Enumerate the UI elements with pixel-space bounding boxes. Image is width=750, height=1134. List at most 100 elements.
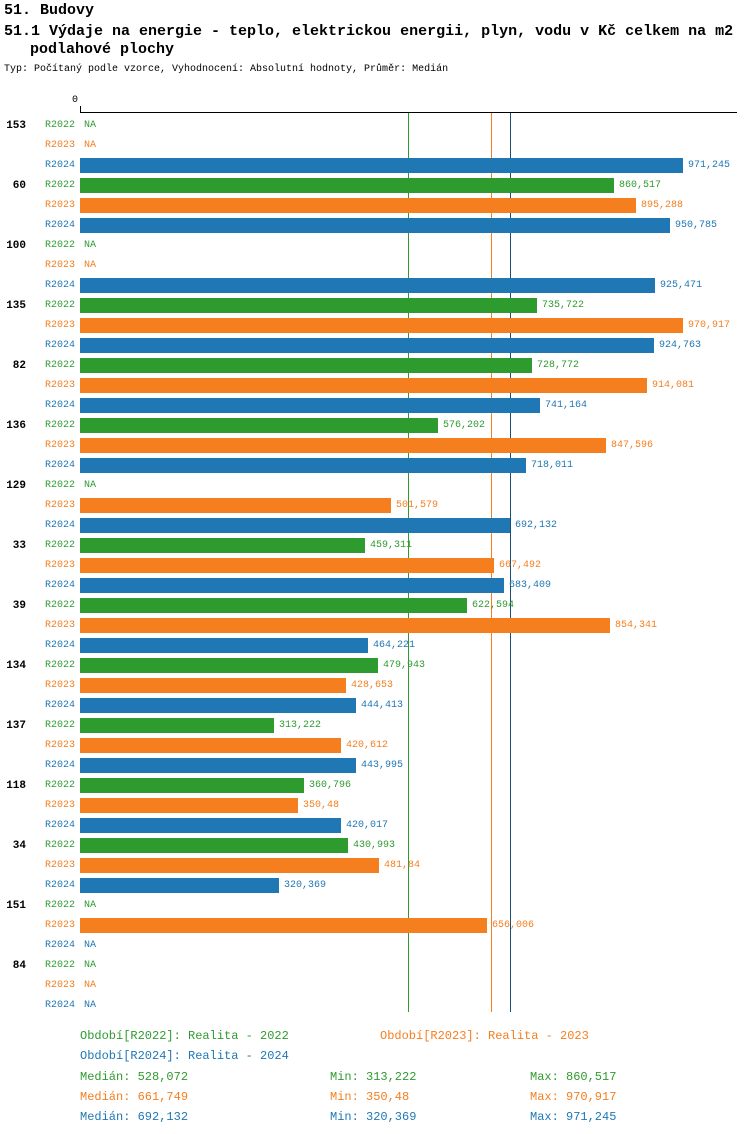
bar-r2024 xyxy=(80,518,510,533)
group-id-label: 118 xyxy=(6,780,26,792)
period-label: R2023 xyxy=(45,320,76,331)
page-subtitle-line1: 51.1 Výdaje na energie - teplo, elektric… xyxy=(4,23,734,40)
period-label: R2022 xyxy=(45,480,76,491)
value-label: 656,006 xyxy=(492,920,535,931)
chart-row: R2024 420,017 xyxy=(0,816,750,836)
stat-median-r2024: Medián: 692,132 xyxy=(80,1110,189,1124)
chart-row: R2023 847,596 xyxy=(0,436,750,456)
period-label: R2024 xyxy=(45,520,76,531)
chart-row: 84 R2022 NA xyxy=(0,956,750,976)
bar-r2023 xyxy=(80,438,606,453)
median-line-r2024 xyxy=(510,113,511,1012)
value-label: 971,245 xyxy=(688,160,731,171)
value-label: 443,995 xyxy=(361,760,404,771)
bar-r2023 xyxy=(80,318,683,333)
group-id-label: 153 xyxy=(6,120,26,132)
chart-row: 82 R2022 728,772 xyxy=(0,356,750,376)
period-label: R2024 xyxy=(45,760,76,771)
bar-r2023 xyxy=(80,378,647,393)
chart-row: R2023 667,492 xyxy=(0,556,750,576)
chart-row: R2024 950,785 xyxy=(0,216,750,236)
period-label: R2022 xyxy=(45,420,76,431)
period-label: R2022 xyxy=(45,180,76,191)
chart-row: R2023 970,917 xyxy=(0,316,750,336)
value-label: 692,132 xyxy=(515,520,558,531)
bar-r2023 xyxy=(80,918,487,933)
period-label: R2024 xyxy=(45,880,76,891)
period-label: R2023 xyxy=(45,620,76,631)
group-id-label: 136 xyxy=(6,420,26,432)
group-id-label: 82 xyxy=(12,360,26,372)
period-label: R2024 xyxy=(45,220,76,231)
period-label: R2022 xyxy=(45,240,76,251)
bar-r2023 xyxy=(80,498,391,513)
legend-item-r2023: Období[R2023]: Realita - 2023 xyxy=(380,1029,589,1043)
value-label: 950,785 xyxy=(675,220,718,231)
group-id-label: 135 xyxy=(6,300,26,312)
value-label: 925,471 xyxy=(660,280,703,291)
group-id-label: 129 xyxy=(6,480,26,492)
period-label: R2023 xyxy=(45,380,76,391)
chart-row: 39 R2022 622,594 xyxy=(0,596,750,616)
bar-r2024 xyxy=(80,818,341,833)
chart-row: 33 R2022 459,311 xyxy=(0,536,750,556)
value-label: 728,772 xyxy=(537,360,580,371)
chart-row: R2023 914,081 xyxy=(0,376,750,396)
period-label: R2022 xyxy=(45,720,76,731)
group-id-label: 151 xyxy=(6,900,26,912)
value-label: 320,369 xyxy=(284,880,327,891)
group-id-label: 34 xyxy=(12,840,26,852)
chart-row: R2024 464,221 xyxy=(0,636,750,656)
bar-r2022 xyxy=(80,838,348,853)
value-label: NA xyxy=(84,980,97,991)
period-label: R2023 xyxy=(45,440,76,451)
period-label: R2024 xyxy=(45,400,76,411)
bar-r2022 xyxy=(80,298,537,313)
value-label: 360,796 xyxy=(309,780,352,791)
page-title: 51. Budovy xyxy=(4,2,95,19)
chart-row: R2024 925,471 xyxy=(0,276,750,296)
chart-row: R2024 320,369 xyxy=(0,876,750,896)
period-label: R2022 xyxy=(45,540,76,551)
value-label: NA xyxy=(84,940,97,951)
value-label: NA xyxy=(84,260,97,271)
group-id-label: 39 xyxy=(12,600,26,612)
period-label: R2023 xyxy=(45,980,76,991)
chart-row: R2023 428,653 xyxy=(0,676,750,696)
axis-tick xyxy=(80,106,81,112)
period-label: R2022 xyxy=(45,840,76,851)
period-label: R2024 xyxy=(45,820,76,831)
chart-row: R2023 NA xyxy=(0,136,750,156)
chart-row: 60 R2022 860,517 xyxy=(0,176,750,196)
period-label: R2023 xyxy=(45,200,76,211)
period-label: R2023 xyxy=(45,260,76,271)
stat-min-r2024: Min: 320,369 xyxy=(330,1110,417,1124)
group-id-label: 100 xyxy=(6,240,26,252)
chart-row: R2023 NA xyxy=(0,256,750,276)
bar-r2024 xyxy=(80,278,655,293)
value-label: 479,943 xyxy=(383,660,426,671)
stat-max-r2022: Max: 860,517 xyxy=(530,1070,617,1084)
bar-r2022 xyxy=(80,658,378,673)
value-label: 420,612 xyxy=(346,740,389,751)
value-label: NA xyxy=(84,960,97,971)
chart-row: R2024 718,011 xyxy=(0,456,750,476)
period-label: R2022 xyxy=(45,660,76,671)
chart-row: 34 R2022 430,993 xyxy=(0,836,750,856)
bar-r2022 xyxy=(80,778,304,793)
value-label: 847,596 xyxy=(611,440,654,451)
period-label: R2022 xyxy=(45,120,76,131)
period-label: R2023 xyxy=(45,680,76,691)
period-label: R2022 xyxy=(45,900,76,911)
value-label: 683,409 xyxy=(509,580,552,591)
axis-zero-label: 0 xyxy=(72,95,79,106)
value-label: 459,311 xyxy=(370,540,413,551)
stat-max-r2024: Max: 971,245 xyxy=(530,1110,617,1124)
chart-meta: Typ: Počítaný podle vzorce, Vyhodnocení:… xyxy=(4,64,449,75)
chart-row: 118 R2022 360,796 xyxy=(0,776,750,796)
chart-row: R2024 443,995 xyxy=(0,756,750,776)
legend-item-r2022: Období[R2022]: Realita - 2022 xyxy=(80,1029,289,1043)
chart-row: R2023 420,612 xyxy=(0,736,750,756)
value-label: NA xyxy=(84,480,97,491)
period-label: R2023 xyxy=(45,740,76,751)
